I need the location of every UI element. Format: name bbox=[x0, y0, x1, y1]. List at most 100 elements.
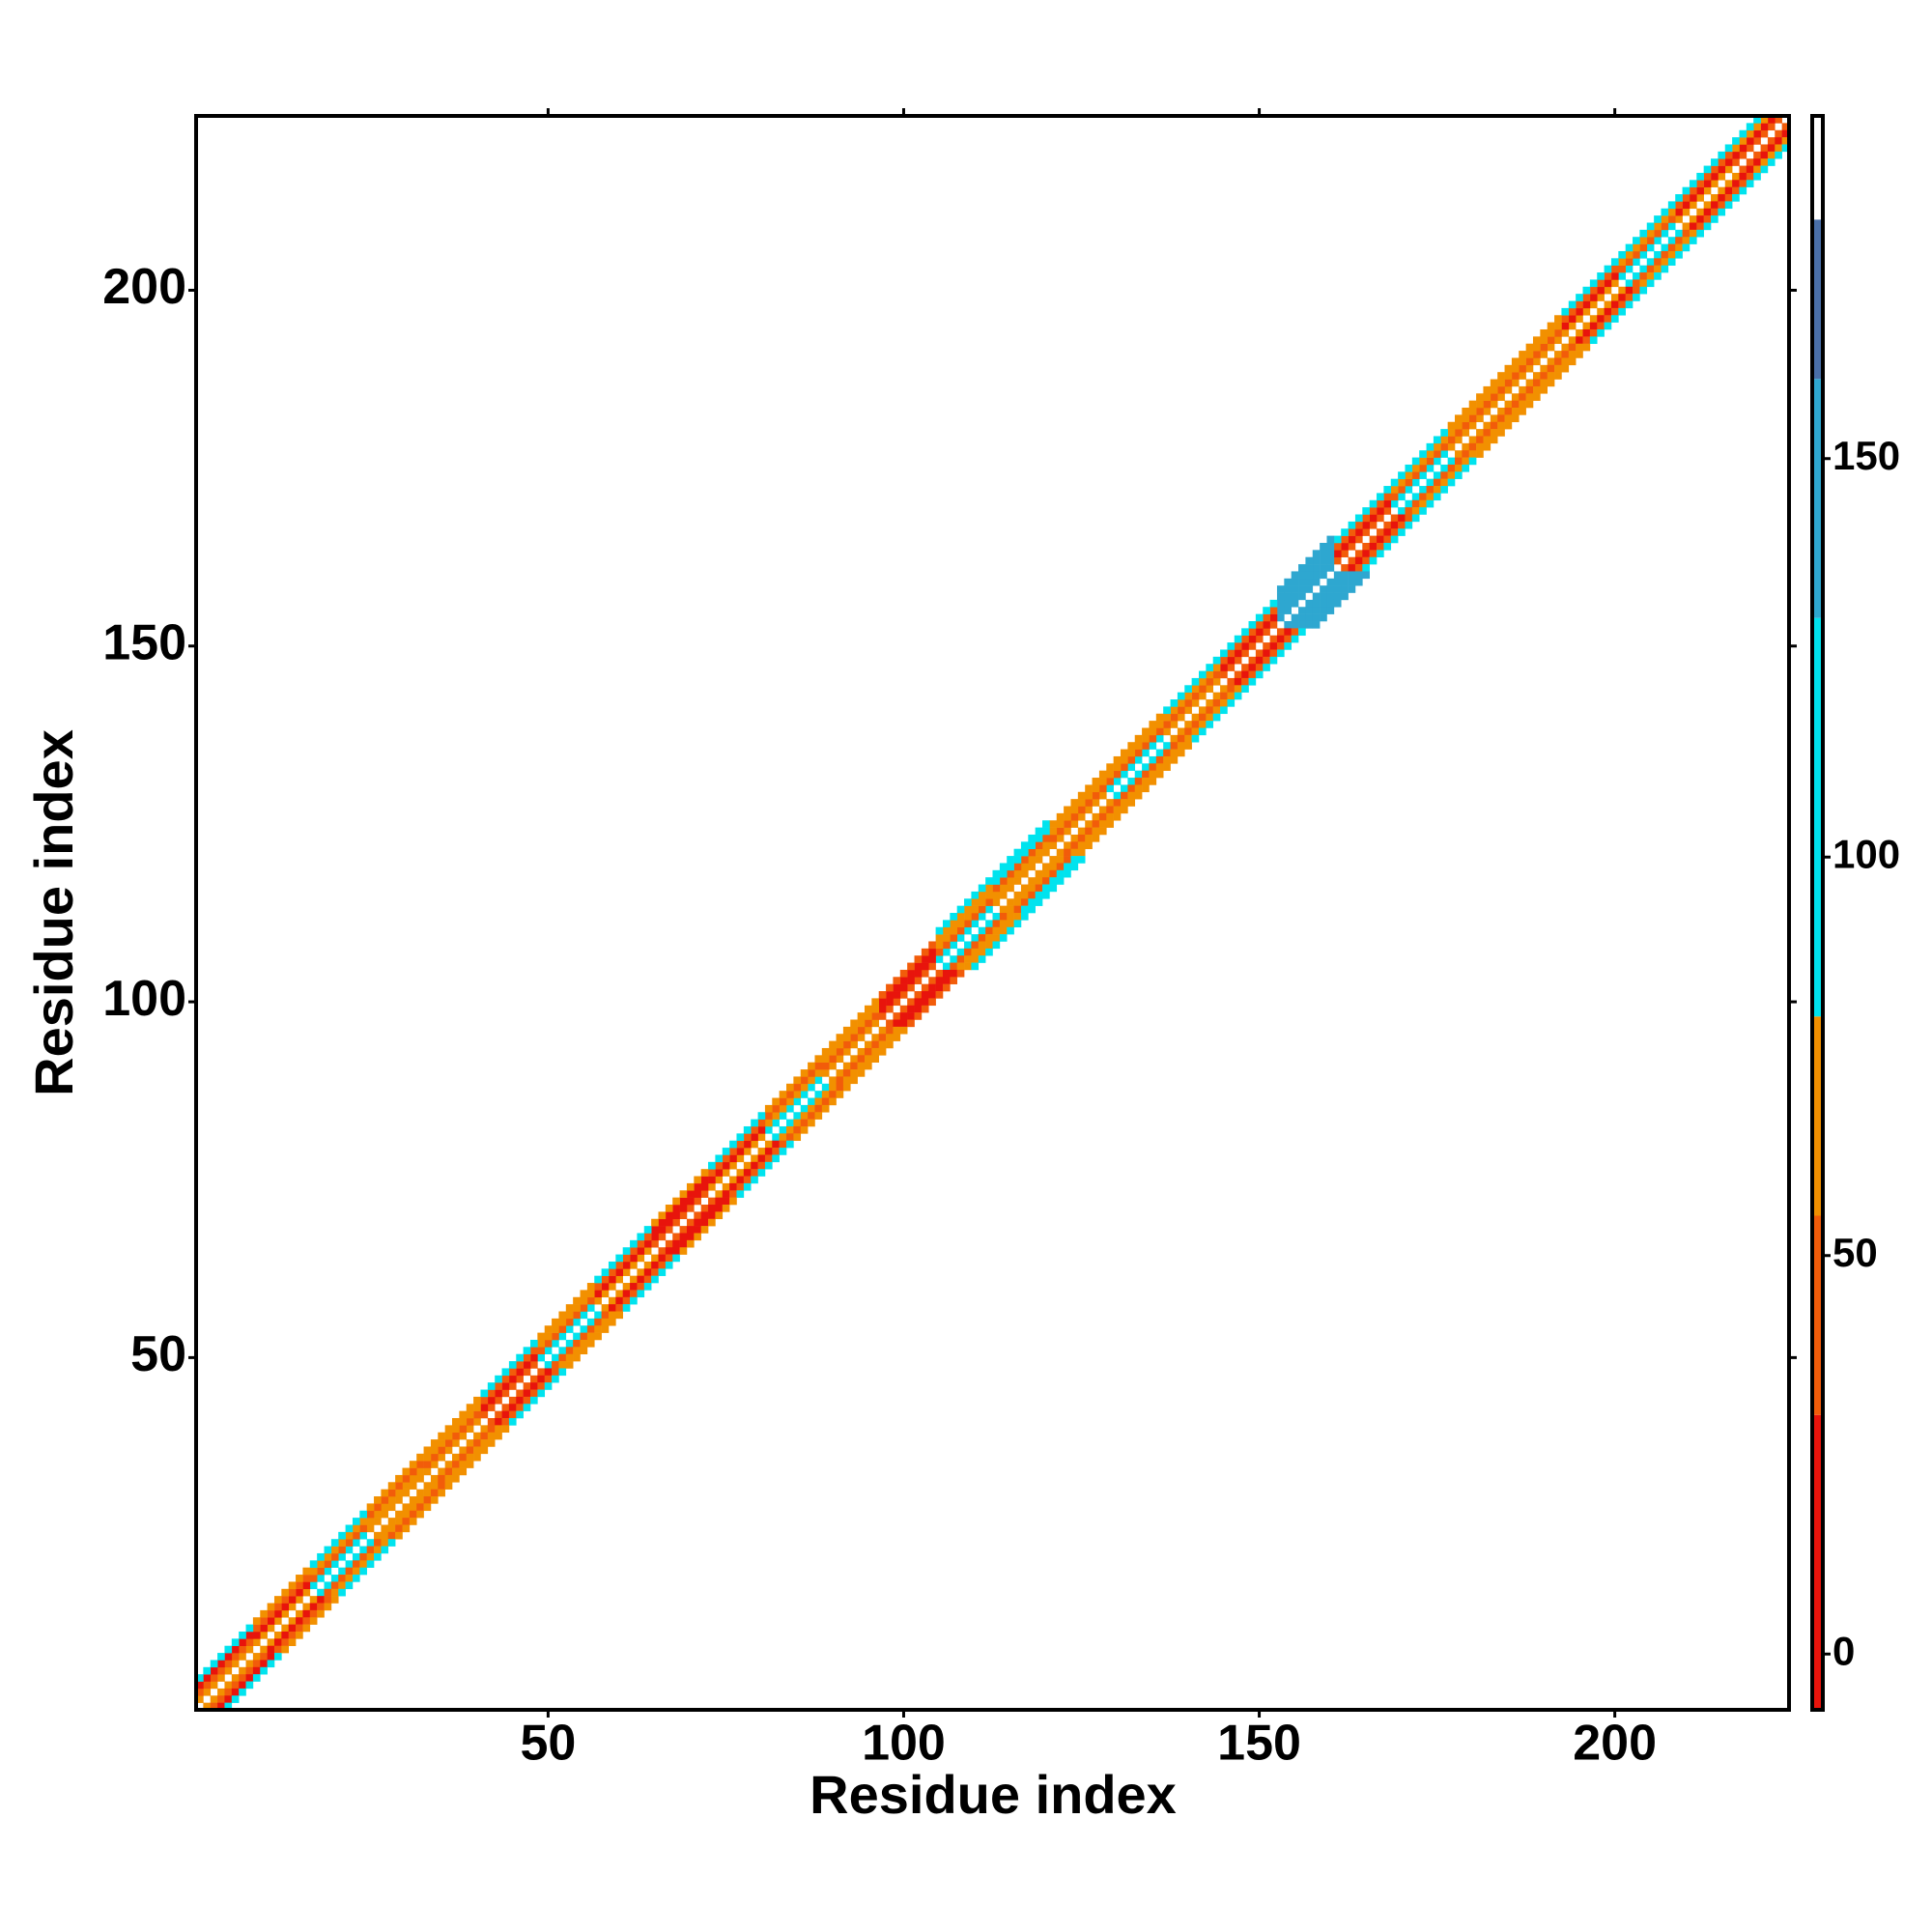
heatmap-cell bbox=[1504, 372, 1513, 380]
heatmap-cell bbox=[751, 1169, 758, 1177]
heatmap-cell bbox=[1320, 607, 1327, 614]
heatmap-cell bbox=[715, 1169, 724, 1177]
heatmap-cell bbox=[1035, 884, 1043, 893]
heatmap-cell bbox=[665, 1205, 673, 1212]
heatmap-cell bbox=[1085, 791, 1093, 800]
heatmap-cell bbox=[893, 991, 901, 999]
heatmap-cell bbox=[679, 1211, 688, 1220]
heatmap-cell bbox=[886, 1026, 894, 1035]
heatmap-cell bbox=[594, 1325, 602, 1333]
heatmap-cell bbox=[708, 1161, 716, 1170]
heatmap-cell bbox=[1348, 542, 1356, 551]
heatmap-cell bbox=[366, 1503, 375, 1512]
heatmap-cell bbox=[529, 1361, 538, 1369]
heatmap-cell bbox=[1106, 799, 1114, 807]
heatmap-cell bbox=[1234, 692, 1242, 700]
heatmap-cell bbox=[544, 1332, 553, 1341]
heatmap-cell bbox=[1739, 165, 1747, 174]
heatmap-cell bbox=[1070, 812, 1079, 821]
heatmap-cell bbox=[1732, 144, 1740, 153]
heatmap-cell bbox=[1561, 357, 1570, 366]
heatmap-cell bbox=[978, 955, 986, 963]
heatmap-cell bbox=[1291, 578, 1299, 586]
heatmap-cell bbox=[1625, 265, 1634, 273]
heatmap-cell bbox=[935, 926, 944, 935]
heatmap-cell bbox=[1263, 613, 1270, 622]
heatmap-cell bbox=[1654, 258, 1662, 266]
heatmap-cell bbox=[871, 1005, 880, 1013]
heatmap-cell bbox=[1042, 820, 1050, 828]
heatmap-cell bbox=[1170, 755, 1179, 764]
heatmap-cell bbox=[1007, 913, 1014, 921]
heatmap-cell bbox=[1411, 478, 1420, 487]
heatmap-cell bbox=[374, 1539, 382, 1547]
heatmap-cell bbox=[686, 1205, 695, 1212]
heatmap-cell bbox=[672, 1197, 680, 1206]
heatmap-cell bbox=[708, 1211, 716, 1220]
heatmap-cell bbox=[501, 1410, 510, 1419]
heatmap-cell bbox=[1511, 393, 1520, 401]
heatmap-cell bbox=[1597, 328, 1605, 337]
heatmap-cell bbox=[317, 1596, 325, 1604]
heatmap-cell bbox=[1269, 613, 1278, 622]
heatmap-cell bbox=[1326, 535, 1335, 544]
heatmap-cell bbox=[1576, 351, 1583, 358]
heatmap-cell bbox=[893, 1026, 901, 1035]
heatmap-cell bbox=[544, 1382, 553, 1390]
heatmap-cell bbox=[1554, 372, 1562, 380]
heatmap-cell bbox=[1447, 464, 1456, 472]
heatmap-cell bbox=[1468, 450, 1477, 458]
heatmap-cell bbox=[1419, 499, 1427, 508]
heatmap-cell bbox=[1269, 599, 1278, 608]
heatmap-cell bbox=[1760, 123, 1769, 131]
heatmap-cell bbox=[821, 1097, 830, 1106]
heatmap-cell bbox=[1121, 799, 1128, 807]
heatmap-cell bbox=[1639, 272, 1648, 280]
heatmap-cell bbox=[224, 1695, 233, 1703]
heatmap-cell bbox=[1121, 791, 1128, 800]
heatmap-cell bbox=[1547, 357, 1555, 366]
heatmap-cell bbox=[1348, 528, 1356, 536]
heatmap-cell bbox=[1639, 237, 1648, 244]
heatmap-cell bbox=[942, 977, 951, 984]
heatmap-cell bbox=[764, 1161, 773, 1170]
heatmap-cell bbox=[914, 1012, 923, 1020]
heatmap-cell bbox=[381, 1539, 389, 1547]
heatmap-cell bbox=[651, 1268, 659, 1276]
heatmap-cell bbox=[438, 1446, 445, 1455]
heatmap-cell bbox=[1383, 493, 1392, 501]
heatmap-cell bbox=[871, 1019, 880, 1028]
heatmap-cell bbox=[1333, 578, 1342, 586]
heatmap-cell bbox=[1661, 258, 1669, 266]
heatmap-cell bbox=[971, 962, 980, 971]
heatmap-cell bbox=[1227, 677, 1236, 686]
heatmap-cell bbox=[1696, 172, 1704, 181]
heatmap-cell bbox=[700, 1205, 709, 1212]
heatmap-cell bbox=[743, 1182, 752, 1191]
heatmap-cell bbox=[956, 926, 965, 935]
heatmap-cell bbox=[1411, 464, 1420, 472]
heatmap-cell bbox=[800, 1069, 809, 1077]
heatmap-cell bbox=[1576, 300, 1583, 309]
heatmap-cell bbox=[985, 920, 993, 928]
heatmap-cell bbox=[608, 1318, 616, 1326]
heatmap-cell bbox=[1206, 699, 1214, 707]
heatmap-cell bbox=[260, 1645, 268, 1654]
heatmap-cell bbox=[1483, 400, 1492, 409]
heatmap-cell bbox=[1121, 770, 1128, 779]
heatmap-cell bbox=[416, 1503, 424, 1512]
heatmap-cell bbox=[992, 926, 1001, 935]
heatmap-cell bbox=[1184, 734, 1192, 743]
heatmap-cell bbox=[800, 1104, 809, 1113]
heatmap-cell bbox=[978, 905, 986, 914]
heatmap-cell bbox=[1276, 628, 1285, 637]
heatmap-cell bbox=[1604, 272, 1612, 280]
heatmap-cell bbox=[1483, 436, 1492, 444]
heatmap-cell bbox=[779, 1097, 787, 1106]
heatmap-cell bbox=[239, 1631, 246, 1639]
heatmap-cell bbox=[523, 1361, 531, 1369]
heatmap-cell bbox=[438, 1482, 445, 1490]
heatmap-cell bbox=[302, 1603, 311, 1611]
heatmap-cell bbox=[1711, 201, 1719, 210]
heatmap-cell bbox=[1746, 129, 1754, 138]
